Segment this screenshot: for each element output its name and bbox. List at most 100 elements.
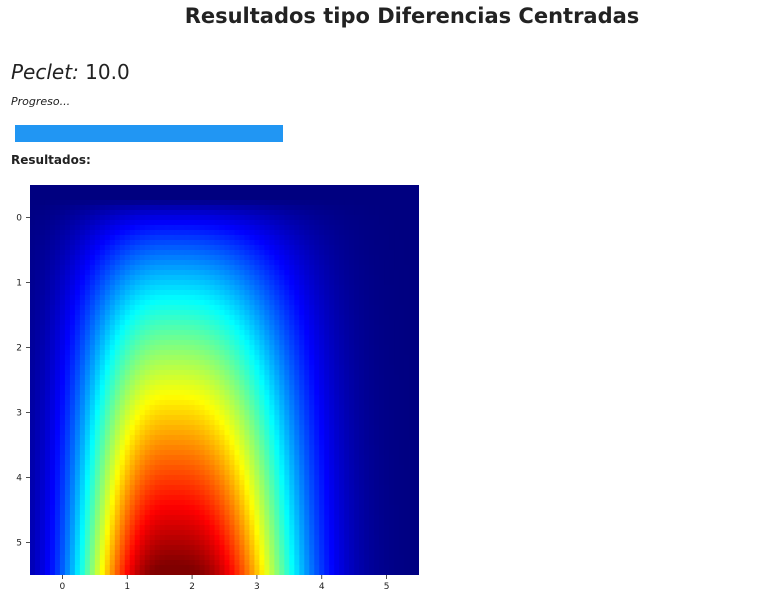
heatmap-cell — [199, 430, 206, 436]
heatmap-cell — [384, 340, 390, 346]
heatmap-cell — [269, 225, 275, 231]
heatmap-cell — [99, 235, 106, 241]
heatmap-cell — [349, 225, 355, 231]
heatmap-cell — [289, 285, 295, 291]
heatmap-cell — [299, 460, 305, 466]
heatmap-cell — [379, 405, 385, 411]
heatmap-cell — [379, 465, 385, 471]
heatmap-cell — [184, 475, 191, 481]
heatmap-cell — [279, 300, 285, 306]
heatmap-cell — [399, 405, 405, 411]
heatmap-cell — [74, 290, 81, 296]
heatmap-cell — [239, 255, 246, 261]
heatmap-cell — [374, 215, 380, 221]
heatmap-cell — [304, 330, 310, 336]
heatmap-cell — [64, 330, 71, 336]
heatmap-cell — [249, 270, 256, 276]
heatmap-cell — [369, 450, 375, 456]
heatmap-cell — [299, 400, 305, 406]
heatmap-cell — [159, 210, 166, 216]
heatmap-cell — [334, 310, 340, 316]
heatmap-cell — [159, 260, 166, 266]
heatmap-cell — [204, 375, 211, 381]
heatmap-cell — [259, 250, 265, 256]
heatmap-cell — [374, 270, 380, 276]
heatmap-cell — [359, 335, 365, 341]
heatmap-cell — [274, 365, 280, 371]
heatmap-cell — [239, 370, 246, 376]
heatmap-cell — [309, 260, 315, 266]
heatmap-cell — [379, 475, 385, 481]
heatmap-cell — [184, 500, 191, 506]
heatmap-cell — [39, 350, 46, 356]
heatmap-cell — [54, 300, 61, 306]
heatmap-cell — [279, 280, 285, 286]
heatmap-cell — [204, 365, 211, 371]
heatmap-cell — [139, 335, 146, 341]
heatmap-cell — [69, 445, 76, 451]
heatmap-cell — [239, 365, 246, 371]
heatmap-cell — [324, 430, 330, 436]
heatmap-cell — [79, 340, 86, 346]
heatmap-cell — [344, 315, 350, 321]
heatmap-cell — [379, 410, 385, 416]
heatmap-cell — [209, 495, 216, 501]
heatmap-cell — [244, 195, 251, 201]
heatmap-cell — [104, 285, 111, 291]
heatmap-cell — [324, 490, 330, 496]
heatmap-cell — [369, 260, 375, 266]
heatmap-cell — [184, 300, 191, 306]
heatmap-cell — [69, 235, 76, 241]
heatmap-cell — [89, 410, 96, 416]
heatmap-cell — [124, 385, 131, 391]
heatmap-cell — [334, 440, 340, 446]
heatmap-cell — [414, 450, 419, 456]
heatmap-cell — [109, 325, 116, 331]
heatmap-cell — [109, 460, 116, 466]
heatmap-cell — [164, 485, 171, 491]
heatmap-cell — [389, 335, 395, 341]
heatmap-cell — [399, 480, 405, 486]
heatmap-cell — [274, 185, 280, 191]
heatmap-cell — [384, 465, 390, 471]
heatmap-cell — [299, 320, 305, 326]
heatmap-cell — [54, 185, 61, 191]
heatmap-cell — [354, 245, 360, 251]
heatmap-cell — [204, 425, 211, 431]
heatmap-cell — [274, 360, 280, 366]
heatmap-cell — [239, 270, 246, 276]
heatmap-cell — [124, 420, 131, 426]
heatmap-cell — [234, 415, 241, 421]
heatmap-cell — [344, 370, 350, 376]
heatmap-cell — [404, 380, 410, 386]
heatmap-cell — [209, 480, 216, 486]
heatmap-cell — [30, 320, 36, 326]
heatmap-cell — [49, 370, 56, 376]
heatmap-cell — [374, 425, 380, 431]
heatmap-cell — [229, 350, 236, 356]
heatmap-cell — [89, 420, 96, 426]
heatmap-cell — [89, 185, 96, 191]
heatmap-cell — [299, 380, 305, 386]
heatmap-cell — [30, 265, 36, 271]
heatmap-cell — [404, 445, 410, 451]
heatmap-cell — [34, 275, 41, 281]
heatmap-cell — [414, 320, 419, 326]
heatmap-cell — [194, 395, 201, 401]
heatmap-cell — [384, 345, 390, 351]
heatmap-cell — [119, 360, 126, 366]
heatmap-cell — [389, 340, 395, 346]
heatmap-cell — [204, 415, 211, 421]
heatmap-cell — [399, 275, 405, 281]
heatmap-cell — [364, 325, 370, 331]
heatmap-cell — [294, 380, 300, 386]
heatmap-cell — [154, 350, 161, 356]
heatmap-cell — [354, 305, 360, 311]
heatmap-cell — [74, 215, 81, 221]
heatmap-cell — [54, 285, 61, 291]
heatmap-cell — [259, 340, 265, 346]
heatmap-cell — [344, 395, 350, 401]
heatmap-cell — [259, 220, 265, 226]
heatmap-cell — [294, 220, 300, 226]
heatmap-cell — [384, 405, 390, 411]
